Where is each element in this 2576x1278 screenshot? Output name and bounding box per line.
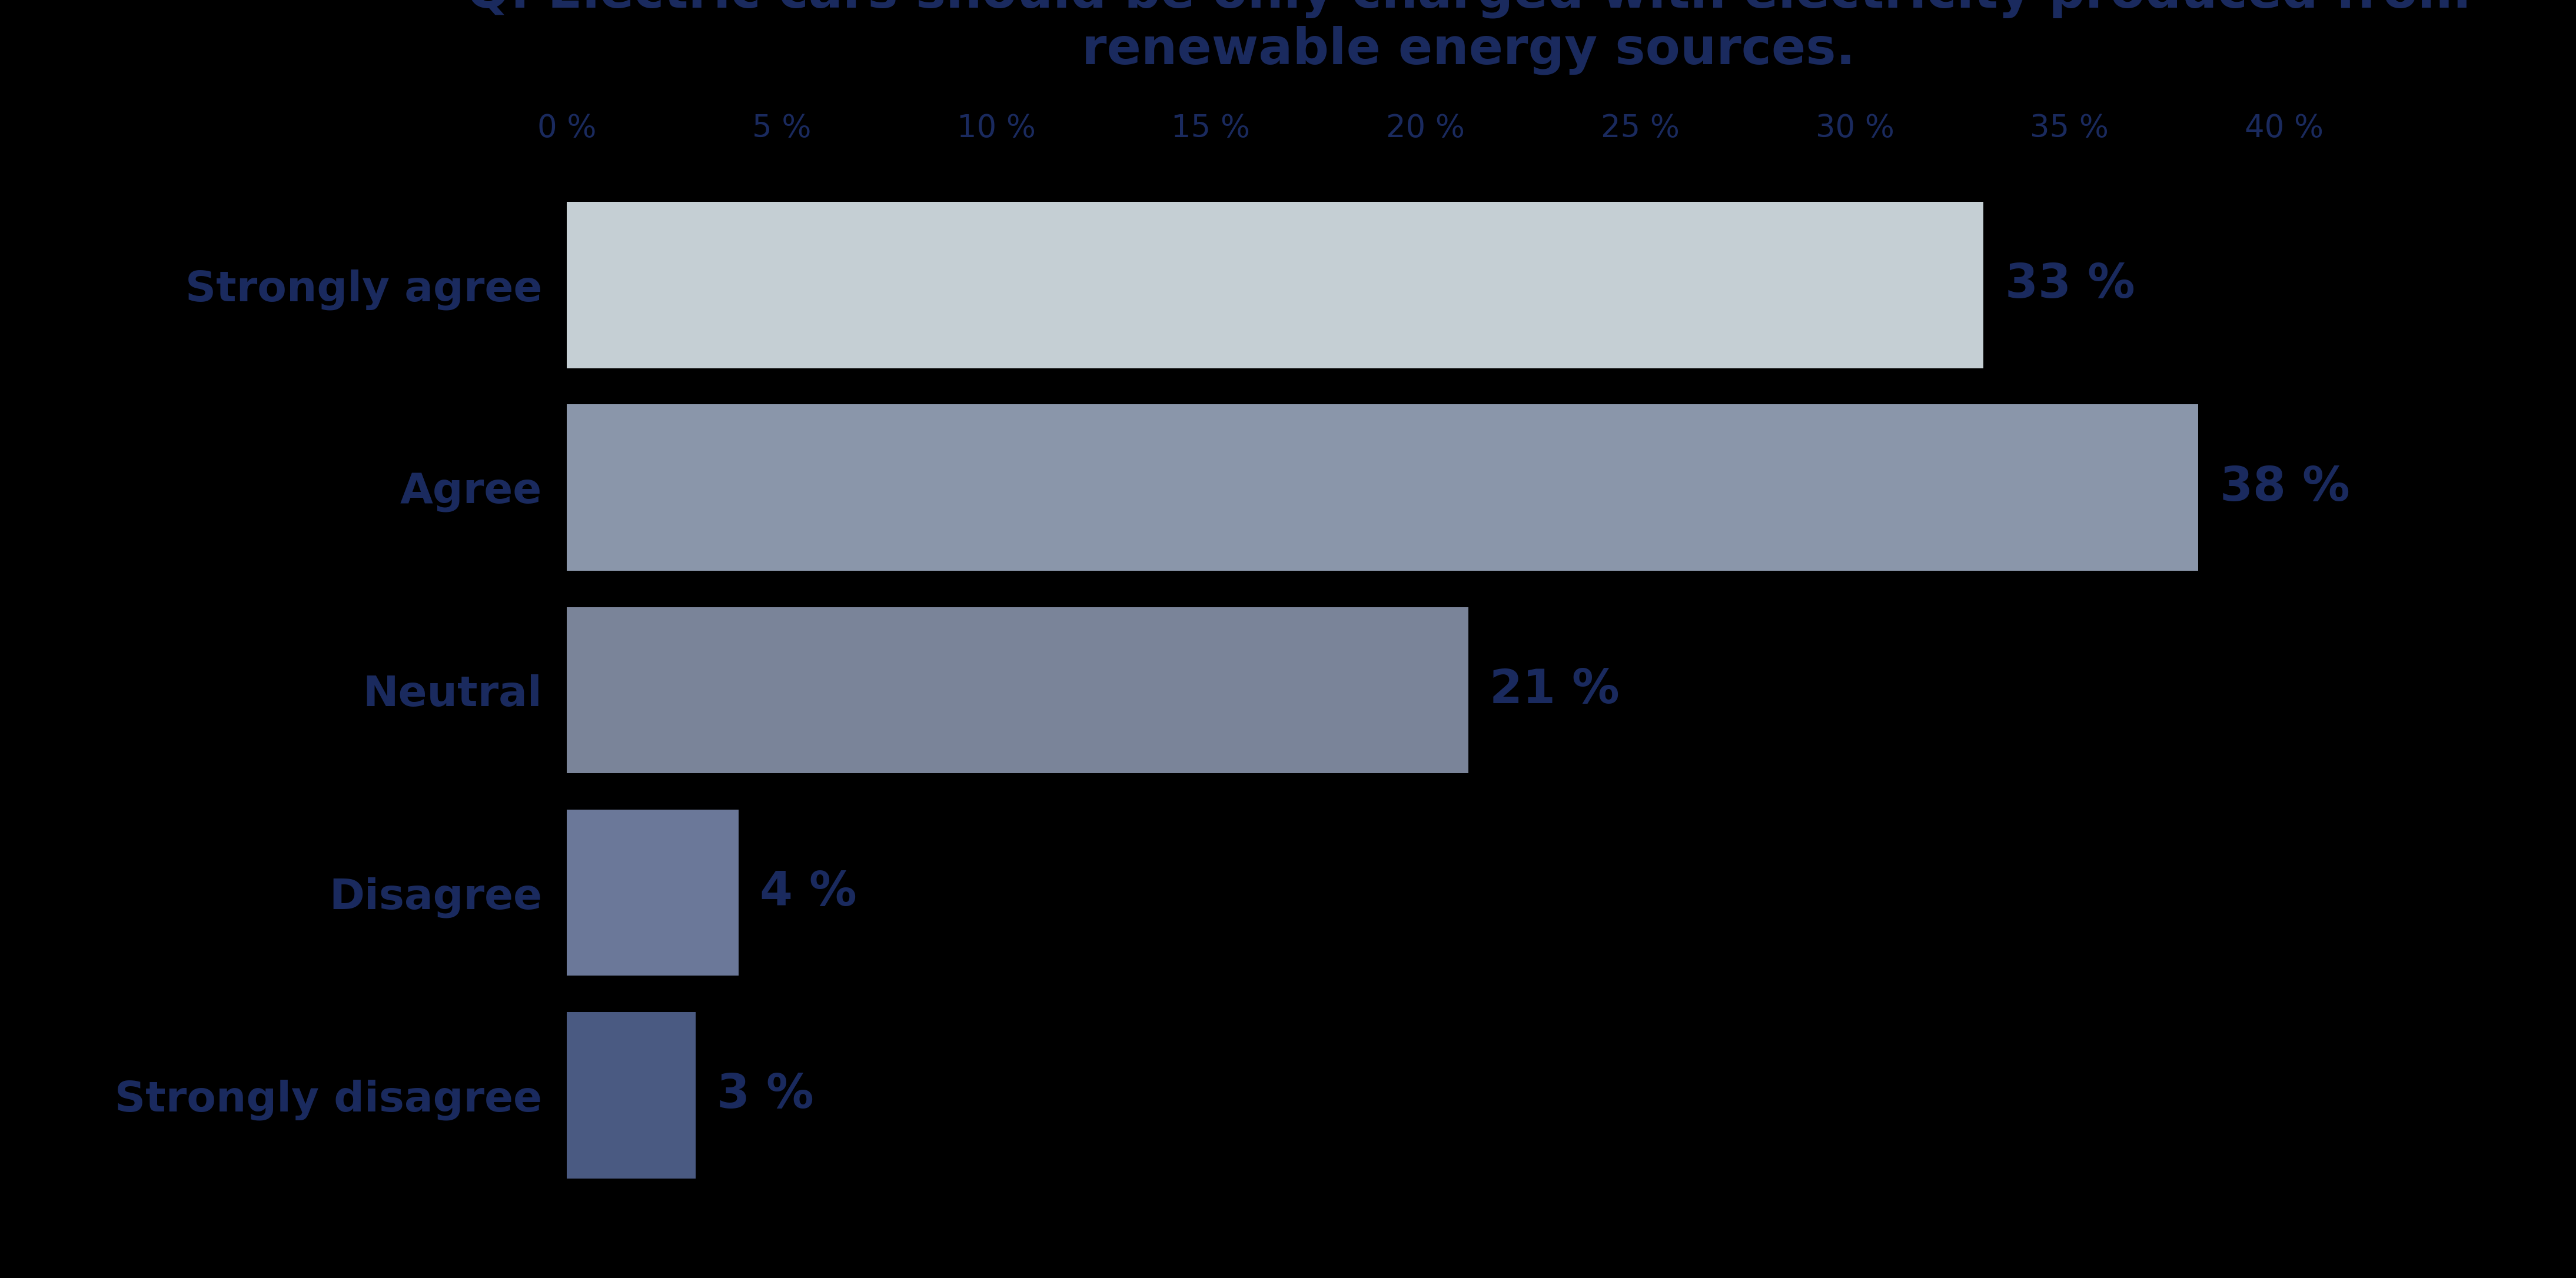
Text: 33 %: 33 % bbox=[2004, 262, 2136, 308]
Bar bbox=[567, 1012, 696, 1178]
Text: 38 %: 38 % bbox=[2221, 465, 2349, 510]
Bar bbox=[567, 607, 1468, 773]
Bar bbox=[567, 810, 739, 975]
Text: 4 %: 4 % bbox=[760, 870, 858, 915]
Text: 21 %: 21 % bbox=[1489, 667, 1620, 713]
Text: 3 %: 3 % bbox=[716, 1072, 814, 1118]
Bar bbox=[567, 202, 1984, 368]
Bar bbox=[567, 405, 2197, 570]
Title: Q: Electric cars should be only charged with electricity produced from
renewable: Q: Electric cars should be only charged … bbox=[466, 0, 2470, 75]
